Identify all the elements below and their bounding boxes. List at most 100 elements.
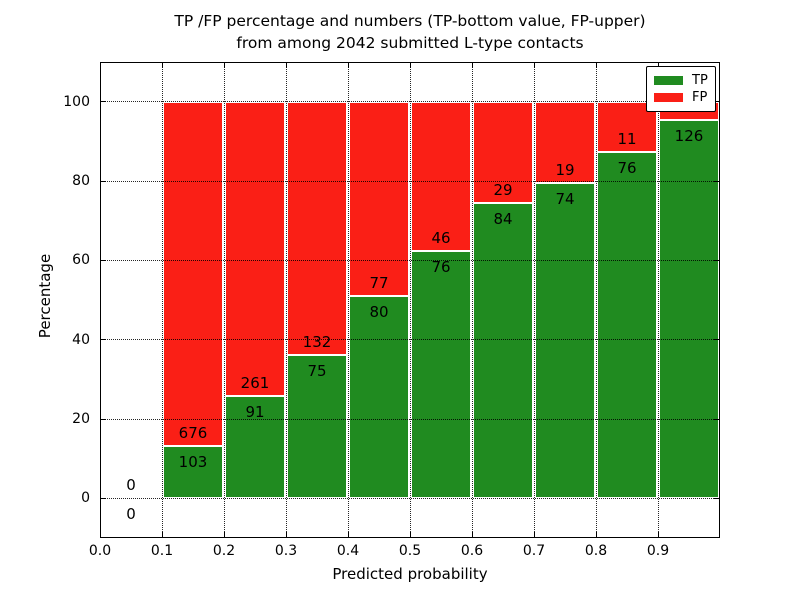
axis-tick-right xyxy=(714,180,720,182)
bar-segment-fp xyxy=(163,101,223,446)
axis-tick-top xyxy=(347,62,349,68)
legend-item-tp: TP xyxy=(654,74,708,87)
axis-tick-bottom xyxy=(657,532,659,538)
legend-label-fp: FP xyxy=(692,90,708,105)
bar-segment-tp xyxy=(473,203,533,499)
axis-tick-bottom xyxy=(409,532,411,538)
tp-swatch-icon xyxy=(654,76,683,85)
bar-label-tp: 0 xyxy=(126,505,136,524)
bar-label-fp: 0 xyxy=(126,476,136,495)
axis-tick-bottom xyxy=(347,532,349,538)
bar-segment-fp xyxy=(473,101,533,204)
axis-tick-top xyxy=(99,62,101,68)
legend-item-fp: FP xyxy=(654,91,708,104)
bar-label-fp: 132 xyxy=(302,332,332,351)
axis-tick-left xyxy=(100,101,106,103)
axis-tick-bottom xyxy=(471,532,473,538)
bar-segment-fp xyxy=(349,101,409,297)
bar-label-tp: 103 xyxy=(178,452,208,471)
bar-segment-fp xyxy=(535,101,595,183)
y-tick-label: 20 xyxy=(72,411,90,427)
gridline-vertical xyxy=(223,62,225,538)
bar-label-fp: 11 xyxy=(617,129,637,148)
axis-tick-bottom xyxy=(533,532,535,538)
gridline-vertical xyxy=(347,62,349,538)
bar-label-fp: 29 xyxy=(493,181,513,200)
x-tick-label: 0.3 xyxy=(274,543,298,559)
bar-label-tp: 76 xyxy=(617,158,637,177)
axis-tick-right xyxy=(714,418,720,420)
bar-label-tp: 84 xyxy=(493,210,513,229)
bar-label-fp: 77 xyxy=(369,274,389,293)
axis-tick-top xyxy=(285,62,287,68)
axis-tick-top xyxy=(657,62,659,68)
gridline-vertical xyxy=(471,62,473,538)
x-tick-label: 0.6 xyxy=(460,543,484,559)
bar-segment-tp xyxy=(411,251,471,499)
bar-segment-fp xyxy=(225,101,285,396)
gridline-vertical xyxy=(595,62,597,538)
gridline-vertical xyxy=(533,62,535,538)
axis-tick-left xyxy=(100,180,106,182)
x-tick-label: 0.9 xyxy=(646,543,670,559)
bar-segment-tp xyxy=(659,119,719,499)
axis-tick-top xyxy=(533,62,535,68)
bar-segment-tp xyxy=(163,445,223,499)
gridline-vertical xyxy=(409,62,411,538)
legend-label-tp: TP xyxy=(692,73,708,88)
bar-label-tp: 80 xyxy=(369,303,389,322)
axis-tick-right xyxy=(714,101,720,103)
bar-label-fp: 676 xyxy=(178,423,208,442)
bar-segment-tp xyxy=(287,354,347,499)
y-tick-label: 80 xyxy=(72,173,90,189)
x-tick-label: 0.7 xyxy=(522,543,546,559)
bar-segment-tp xyxy=(597,151,657,499)
axis-tick-bottom xyxy=(161,532,163,538)
x-tick-label: 0.0 xyxy=(88,543,112,559)
axis-tick-bottom xyxy=(595,532,597,538)
bar-label-tp: 126 xyxy=(674,126,704,145)
bar-label-fp: 46 xyxy=(431,229,451,248)
y-tick-label: 100 xyxy=(63,93,90,110)
axis-tick-right xyxy=(714,259,720,261)
y-tick-label: 60 xyxy=(72,252,90,269)
axis-tick-left xyxy=(100,339,106,341)
bar-label-tp: 91 xyxy=(245,402,265,421)
plot-area: TP FP 0 0 676 103 261 91 132 75 77 80 46 76 29 84 19 74… xyxy=(99,62,720,538)
legend: TP FP xyxy=(646,66,716,112)
axis-tick-left xyxy=(100,497,106,499)
chart-title: TP /FP percentage and numbers (TP-bottom… xyxy=(100,10,720,54)
axis-tick-bottom xyxy=(285,532,287,538)
axis-tick-top xyxy=(409,62,411,68)
axis-tick-bottom xyxy=(99,532,101,538)
bar-label-tp: 75 xyxy=(307,361,327,380)
axis-tick-left xyxy=(100,418,106,420)
y-tick-label: 40 xyxy=(72,331,90,348)
bar-label-fp: 19 xyxy=(555,160,575,179)
bar-label-tp: 76 xyxy=(431,258,451,277)
bar-segment-fp xyxy=(411,101,471,252)
axis-tick-top xyxy=(161,62,163,68)
x-tick-label: 0.4 xyxy=(336,543,360,559)
x-tick-label: 0.2 xyxy=(212,543,236,559)
y-tick-label: 0 xyxy=(81,490,90,507)
chart-title-line1: TP /FP percentage and numbers (TP-bottom… xyxy=(174,12,646,30)
x-tick-label: 0.8 xyxy=(584,543,608,559)
axis-tick-top xyxy=(595,62,597,68)
gridline-vertical xyxy=(161,62,163,538)
gridline-vertical xyxy=(285,62,287,538)
bar-label-fp: 261 xyxy=(240,373,270,392)
chart-title-line2: from among 2042 submitted L-type contact… xyxy=(236,34,584,52)
bar-segment-fp xyxy=(287,101,347,355)
axis-tick-right xyxy=(714,497,720,499)
axis-tick-left xyxy=(100,259,106,261)
gridline-vertical xyxy=(657,62,659,538)
fp-swatch-icon xyxy=(654,93,683,102)
axis-tick-right xyxy=(714,339,720,341)
axis-tick-bottom xyxy=(223,532,225,538)
axis-tick-top xyxy=(223,62,225,68)
bar-segment-tp xyxy=(535,182,595,499)
x-tick-label: 0.5 xyxy=(398,543,422,559)
bar-segment-tp xyxy=(349,296,409,499)
